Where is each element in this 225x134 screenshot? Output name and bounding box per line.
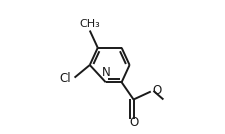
Text: Cl: Cl bbox=[59, 72, 71, 85]
Text: O: O bbox=[151, 84, 161, 97]
Text: N: N bbox=[101, 66, 110, 79]
Text: O: O bbox=[129, 116, 138, 129]
Text: CH₃: CH₃ bbox=[79, 19, 100, 29]
